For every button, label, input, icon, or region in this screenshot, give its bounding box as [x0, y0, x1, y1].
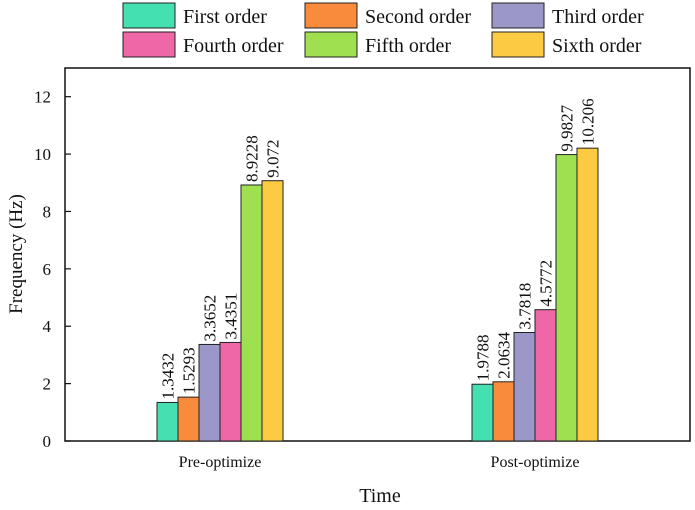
data-label: 3.7818 — [516, 283, 535, 330]
legend-label: Third order — [552, 6, 644, 28]
data-label: 8.9228 — [243, 135, 262, 182]
data-label: 1.5293 — [180, 347, 199, 394]
legend-label: First order — [183, 6, 267, 28]
y-tick-label: 4 — [43, 317, 52, 336]
x-tick-label: Post-optimize — [491, 454, 580, 471]
legend-label: Second order — [365, 6, 471, 28]
bar — [576, 147, 599, 442]
bar — [513, 331, 536, 442]
legend: First order Second order Third order Fourth… — [122, 2, 644, 58]
legend-label: Fifth order — [365, 35, 451, 57]
data-label: 3.4351 — [222, 293, 241, 340]
y-tick-label: 12 — [34, 88, 51, 107]
bar — [261, 180, 284, 442]
y-tick-label: 0 — [43, 432, 52, 451]
data-label: 3.3652 — [201, 295, 220, 342]
data-label: 4.5772 — [537, 260, 556, 307]
legend-swatch — [122, 2, 176, 29]
data-label: 1.3432 — [159, 353, 178, 400]
legend-swatch — [491, 31, 545, 58]
legend-swatch — [491, 2, 545, 29]
bar — [240, 184, 263, 442]
data-label: 1.9788 — [474, 334, 493, 381]
bar — [534, 309, 557, 442]
legend-swatch — [304, 31, 358, 58]
bar — [177, 396, 200, 442]
y-tick-label: 2 — [43, 375, 52, 394]
legend-swatch — [122, 31, 176, 58]
legend-label: Fourth order — [183, 35, 284, 57]
x-tick-label: Pre-optimize — [179, 454, 262, 471]
bar — [492, 381, 515, 442]
y-axis: 0 2 4 6 8 10 12 — [34, 88, 71, 451]
legend-swatch — [304, 2, 358, 29]
bar — [219, 341, 242, 442]
y-tick-label: 8 — [43, 202, 52, 221]
bars: 1.3432 1.9788 1.5293 2.0634 3.3652 3.7818 3.43… — [156, 98, 599, 442]
data-label: 10.206 — [579, 98, 598, 145]
legend-label: Sixth order — [552, 35, 642, 57]
y-axis-label: Frequency (Hz) — [6, 194, 27, 314]
x-axis-label: Time — [359, 485, 401, 507]
y-tick-label: 6 — [43, 260, 52, 279]
y-tick-label: 10 — [34, 145, 51, 164]
bar — [555, 154, 578, 442]
bar — [198, 343, 221, 442]
bar — [156, 401, 179, 442]
data-label: 9.072 — [264, 139, 283, 177]
bar — [471, 383, 494, 442]
plot-frame — [64, 67, 691, 442]
data-label: 2.0634 — [495, 332, 514, 379]
data-label: 9.9827 — [558, 104, 577, 151]
